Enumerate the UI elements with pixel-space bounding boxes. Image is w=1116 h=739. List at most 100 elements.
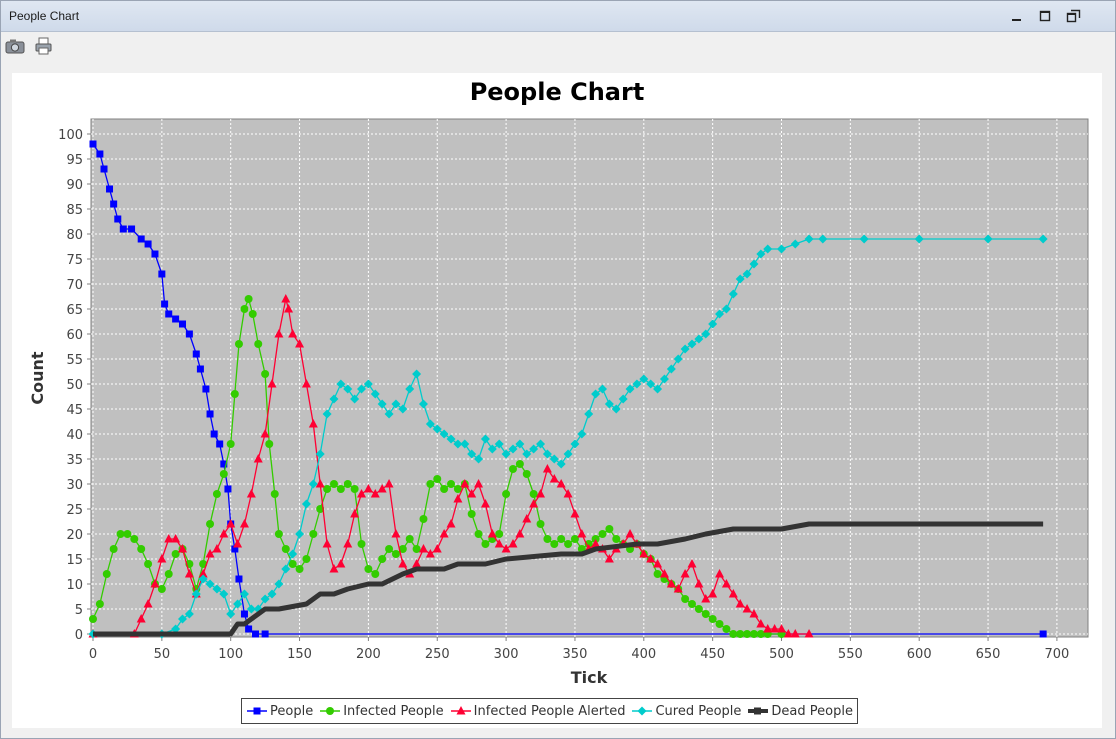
- series-layer: [88, 140, 1048, 639]
- data-point-infected-people-alerted: [384, 479, 394, 488]
- data-point-infected-people: [212, 490, 221, 498]
- y-tick-label: 25: [66, 503, 83, 518]
- data-point-cured-people: [618, 394, 628, 404]
- data-point-cured-people: [708, 319, 718, 329]
- data-point-infected-people: [736, 630, 745, 638]
- y-tick-label: 20: [66, 528, 83, 543]
- data-point-infected-people-alerted: [639, 549, 649, 558]
- restore-icon[interactable]: [1063, 6, 1083, 26]
- data-point-infected-people-alerted: [687, 559, 697, 568]
- data-point-infected-people-alerted: [673, 584, 683, 593]
- data-point-cured-people: [474, 454, 484, 464]
- data-point-infected-people-alerted: [715, 569, 725, 578]
- data-point-cured-people: [508, 444, 518, 454]
- data-point-infected-people: [557, 535, 566, 543]
- data-point-infected-people-alerted: [418, 544, 428, 553]
- data-point-people: [210, 430, 218, 438]
- data-point-cured-people: [646, 379, 656, 389]
- data-point-cured-people: [1038, 234, 1048, 244]
- data-point-infected-people-alerted: [301, 379, 311, 388]
- data-point-infected-people: [240, 305, 249, 313]
- legend-swatch: [748, 707, 769, 715]
- data-point-infected-people-alerted: [295, 339, 305, 348]
- data-point-infected-people-alerted: [391, 529, 401, 538]
- legend-marker: [754, 707, 762, 715]
- data-point-people: [158, 270, 166, 278]
- data-point-people: [251, 630, 259, 638]
- y-tick-label: 10: [66, 578, 83, 593]
- data-point-infected-people: [137, 545, 146, 553]
- data-point-infected-people-alerted: [219, 529, 229, 538]
- data-point-infected-people-alerted: [377, 484, 387, 493]
- data-point-infected-people: [694, 605, 703, 613]
- data-point-infected-people-alerted: [198, 569, 208, 578]
- data-point-cured-people: [370, 389, 380, 399]
- data-point-people: [192, 350, 200, 358]
- data-point-infected-people-alerted: [770, 624, 780, 633]
- minimize-icon[interactable]: [1007, 6, 1027, 26]
- data-point-infected-people: [265, 440, 274, 448]
- series-dead-people: [93, 521, 1044, 637]
- data-point-infected-people: [612, 535, 621, 543]
- data-point-people: [106, 185, 114, 193]
- x-tick-label: 200: [356, 647, 381, 662]
- data-point-people: [161, 300, 169, 308]
- data-point-cured-people: [659, 374, 669, 384]
- data-point-infected-people: [508, 465, 517, 473]
- data-point-cured-people: [239, 589, 249, 599]
- data-point-infected-people: [116, 530, 125, 538]
- data-point-people: [179, 320, 187, 328]
- data-point-cured-people: [570, 439, 580, 449]
- data-point-people: [220, 460, 228, 468]
- data-point-cured-people: [184, 609, 194, 619]
- data-point-cured-people: [556, 459, 566, 469]
- data-point-infected-people: [481, 540, 490, 548]
- x-tick-label: 250: [425, 647, 450, 662]
- data-point-cured-people: [721, 304, 731, 314]
- series-people: [89, 140, 1047, 638]
- data-point-infected-people-alerted: [467, 489, 477, 498]
- x-tick-label: 450: [700, 647, 725, 662]
- data-point-infected-people: [708, 615, 717, 623]
- y-tick-label: 95: [66, 153, 83, 168]
- data-point-infected-people: [281, 545, 290, 553]
- data-point-infected-people: [288, 560, 297, 568]
- data-point-infected-people-alerted: [357, 489, 367, 498]
- x-tick-label: 500: [769, 647, 794, 662]
- y-tick-label: 35: [66, 453, 83, 468]
- data-point-people: [185, 330, 193, 338]
- data-point-cured-people: [494, 439, 504, 449]
- data-point-cured-people: [804, 234, 814, 244]
- data-point-cured-people: [536, 439, 546, 449]
- data-point-infected-people: [164, 570, 173, 578]
- data-point-cured-people: [178, 614, 188, 624]
- data-point-people: [100, 165, 108, 173]
- data-point-infected-people-alerted: [143, 599, 153, 608]
- legend-item-people: People: [246, 704, 313, 719]
- legend-label: Infected People: [343, 703, 444, 719]
- legend-label: Cured People: [655, 703, 742, 719]
- data-point-cured-people: [439, 429, 449, 439]
- data-point-infected-people: [248, 310, 257, 318]
- x-tick-label: 0: [89, 647, 97, 662]
- data-point-infected-people: [756, 630, 765, 638]
- data-point-cured-people: [673, 354, 683, 364]
- camera-icon[interactable]: [4, 36, 26, 56]
- data-point-infected-people-alerted: [556, 479, 566, 488]
- data-point-people: [89, 140, 97, 148]
- y-tick-label: 40: [66, 428, 83, 443]
- data-point-infected-people: [426, 480, 435, 488]
- print-icon[interactable]: [33, 36, 55, 56]
- data-point-cured-people: [625, 384, 635, 394]
- data-point-infected-people-alerted: [515, 529, 525, 538]
- data-point-infected-people: [474, 530, 483, 538]
- maximize-icon[interactable]: [1035, 6, 1055, 26]
- data-point-infected-people-alerted: [308, 419, 318, 428]
- data-point-infected-people: [206, 520, 215, 528]
- data-point-cured-people: [818, 234, 828, 244]
- data-point-cured-people: [260, 594, 270, 604]
- data-point-infected-people: [234, 340, 243, 348]
- data-point-infected-people-alerted: [274, 329, 284, 338]
- data-point-people: [240, 610, 248, 618]
- data-point-cured-people: [763, 244, 773, 254]
